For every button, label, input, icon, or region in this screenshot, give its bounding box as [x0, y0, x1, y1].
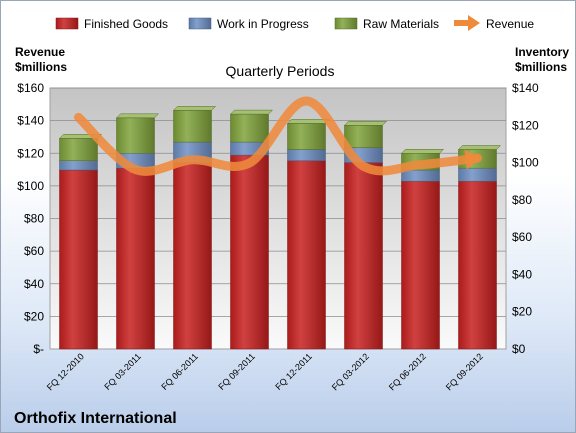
bar-raw-materials: [116, 117, 155, 154]
right-axis-title-line2: $millions: [515, 60, 567, 74]
right-tick-label: $60: [512, 230, 532, 244]
x-tick-label: FQ 09-2012: [444, 351, 485, 392]
bar-finished-goods: [287, 160, 326, 350]
left-tick-label: $100: [17, 179, 44, 193]
right-tick-label: $100: [512, 156, 539, 170]
legend-arrow-revenue: [468, 15, 480, 31]
left-tick-label: $20: [24, 309, 44, 323]
x-tick-label: FQ 06-2011: [159, 351, 200, 392]
left-tick-label: $140: [17, 114, 44, 128]
bar-top-face: [400, 149, 445, 154]
right-tick-label: $20: [512, 305, 532, 319]
right-tick-label: $140: [512, 81, 539, 95]
bar-top-face: [457, 145, 502, 150]
legend-label: Work in Progress: [217, 17, 309, 31]
bar-finished-goods: [401, 180, 440, 350]
right-tick-label: $0: [512, 342, 526, 356]
x-tick-label: FQ 03-2011: [102, 351, 143, 392]
bar-finished-goods: [116, 167, 155, 350]
revenue-arrowhead: [464, 149, 482, 170]
bar-finished-goods: [173, 162, 212, 350]
right-tick-label: $40: [512, 267, 532, 281]
bar-finished-goods: [59, 169, 98, 350]
plot-area: $- $20 $40 $60 $80 $100 $120 $140 $160 $0 $20 $40 $6…: [17, 81, 539, 392]
bar-raw-materials: [230, 113, 269, 143]
right-tick-label: $120: [512, 118, 539, 132]
left-tick-label: $120: [17, 146, 44, 160]
company-name: Orthofix International: [14, 410, 177, 427]
right-tick-label: $80: [512, 193, 532, 207]
x-tick-label: FQ 09-2011: [216, 351, 257, 392]
bar-top-face: [343, 121, 388, 126]
x-tick-label: FQ 12-2011: [273, 351, 314, 392]
bar-work-in-progress: [287, 149, 326, 161]
bar-raw-materials: [173, 110, 212, 143]
bar-raw-materials: [59, 138, 98, 161]
bar-work-in-progress: [401, 169, 440, 182]
bar-top-face: [115, 113, 160, 119]
chart-title: Quarterly Periods: [226, 63, 335, 79]
left-tick-label: $40: [24, 277, 44, 291]
legend-swatch-finished-goods: [55, 17, 79, 30]
bar-top-face: [229, 109, 274, 115]
x-tick-label: FQ 03-2012: [330, 351, 371, 392]
left-axis-title-line2: $millions: [15, 60, 67, 74]
x-tick-label: FQ 06-2012: [387, 351, 428, 392]
legend-label: Raw Materials: [363, 17, 439, 31]
bar-finished-goods: [230, 154, 269, 350]
bar-finished-goods: [344, 162, 383, 350]
right-axis-title-line1: Inventory: [515, 45, 569, 59]
legend-label: Finished Goods: [84, 17, 168, 31]
bar-raw-materials: [344, 125, 383, 148]
left-tick-label: $60: [24, 244, 44, 258]
legend: Finished Goods Work in Progress Raw Materi…: [55, 15, 534, 31]
left-tick-label: $160: [17, 81, 44, 95]
left-tick-label: $-: [33, 342, 44, 356]
left-tick-label: $80: [24, 212, 44, 226]
legend-label: Revenue: [486, 17, 534, 31]
left-axis-title-line1: Revenue: [15, 45, 65, 59]
bar-work-in-progress: [458, 167, 497, 182]
revenue-line: [74, 96, 482, 176]
bar-finished-goods: [458, 180, 497, 350]
bar-top-face: [172, 106, 217, 111]
bar-work-in-progress: [59, 160, 98, 171]
legend-swatch-raw-materials: [334, 17, 358, 30]
bars: [58, 106, 502, 350]
x-tick-label: FQ 12-2010: [45, 351, 86, 392]
bar-raw-materials: [287, 123, 326, 150]
legend-swatch-work-in-progress: [188, 17, 212, 30]
